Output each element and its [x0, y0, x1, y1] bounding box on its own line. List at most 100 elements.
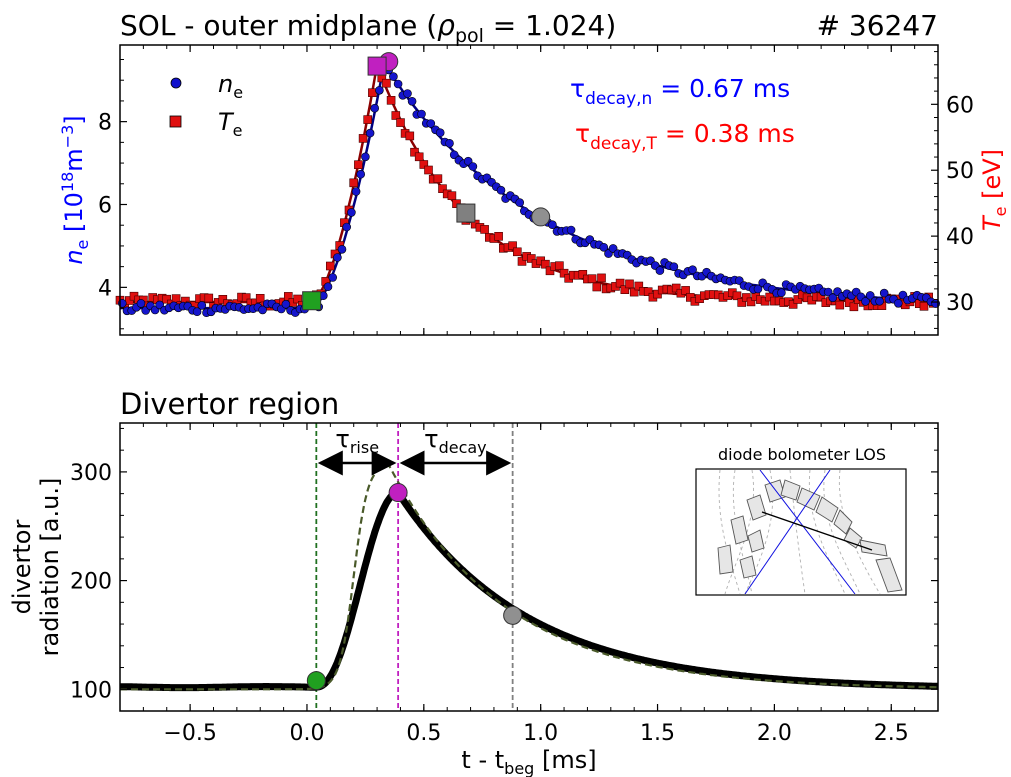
ne-point — [669, 262, 679, 272]
bottom-y-tick-label: 300 — [70, 461, 112, 486]
te-point — [382, 78, 391, 88]
ne-point — [828, 293, 838, 303]
te-point — [358, 134, 368, 143]
te-point — [363, 115, 373, 124]
te-point — [171, 294, 181, 303]
ne-point — [426, 119, 436, 128]
inset-drawing — [717, 470, 903, 594]
te-point — [732, 291, 742, 301]
ne-point — [879, 288, 889, 298]
te-point — [541, 259, 550, 269]
tau-arrows: τrise τdecay — [317, 425, 512, 476]
top-right-tick-label: 30 — [946, 291, 974, 316]
tau-rise-label: τrise — [335, 425, 379, 457]
te-highlight-marker — [367, 56, 387, 76]
top-plot-frame — [119, 44, 939, 336]
te-point — [293, 294, 302, 304]
ne-point — [136, 299, 146, 308]
ne-point — [445, 139, 454, 148]
ne-point — [393, 79, 403, 89]
ne-point — [361, 152, 370, 162]
bottom-plot-frame — [119, 422, 939, 712]
bottom-y-tick-label: 200 — [70, 570, 112, 595]
top-left-tick-label: 6 — [98, 194, 112, 219]
top-right-tick-label: 40 — [946, 225, 974, 250]
ne-point — [688, 265, 697, 275]
bottom-panel: Divertor region 100 200 300 −0.5 0.0 0.5 1.0 1.… — [8, 387, 941, 777]
te-point — [405, 131, 415, 141]
bottom-panel-title: Divertor region — [120, 387, 339, 421]
te-point — [788, 300, 798, 309]
te-point — [325, 261, 335, 271]
top-right-axis-label: Te [eV] — [978, 149, 1010, 231]
legend-ne-label: ne — [218, 70, 243, 102]
te-point — [620, 285, 630, 295]
te-point — [349, 178, 359, 188]
te-highlight-marker — [456, 203, 476, 223]
ne-point — [375, 86, 384, 95]
bottom-x-label: t - tbeg [ms] — [461, 746, 596, 777]
te-point — [555, 261, 564, 271]
ne-point — [417, 109, 426, 119]
bolometer-inset: diode bolometer LOS — [695, 445, 907, 596]
te-point — [671, 283, 681, 293]
te-highlight-marker — [302, 291, 322, 311]
divertor-highlight-marker — [503, 605, 523, 625]
te-point — [592, 282, 602, 292]
te-point — [447, 191, 457, 200]
ne-point — [323, 282, 333, 292]
ne-point — [566, 225, 576, 235]
inset-title: diode bolometer LOS — [718, 445, 886, 464]
te-point — [643, 287, 653, 297]
te-point — [354, 160, 363, 169]
ne-point — [861, 297, 870, 306]
ne-point — [407, 97, 417, 106]
ne-point — [893, 298, 903, 308]
shot-number: # 36247 — [817, 9, 938, 42]
top-left-tick-label: 4 — [98, 276, 112, 301]
te-point — [629, 287, 639, 297]
bottom-plot-area — [117, 423, 941, 711]
ne-point — [197, 301, 207, 310]
te-point — [494, 232, 503, 241]
te-point — [681, 286, 690, 295]
bottom-x-tick-label: 2.0 — [757, 721, 792, 746]
te-point — [419, 160, 429, 169]
te-point — [634, 281, 644, 291]
ne-point — [192, 307, 202, 317]
te-point — [204, 293, 214, 303]
legend-ne-marker — [170, 77, 182, 89]
inset-frame — [695, 468, 907, 596]
te-point — [742, 293, 751, 302]
legend-te-marker — [169, 115, 182, 128]
top-panel-title: SOL - outer midplane (ρpol = 1.024) — [120, 9, 616, 47]
bottom-y-label-line1: divertor — [8, 520, 36, 615]
ne-point — [515, 198, 525, 207]
te-point — [526, 254, 536, 263]
ne-point — [281, 299, 291, 309]
top-right-tick-label: 50 — [946, 159, 974, 184]
divertor-highlight-marker — [306, 671, 326, 691]
tau-decay-t-annotation: τdecay,T = 0.38 ms — [575, 119, 795, 154]
te-point — [386, 96, 396, 105]
legend-te-label: Te — [218, 108, 243, 140]
te-point — [162, 294, 171, 304]
bottom-x-tick-label: −0.5 — [163, 721, 216, 746]
ne-point — [468, 162, 478, 171]
top-legend: ne Te — [169, 70, 243, 140]
top-axis-ticks: 4 6 8 30 40 50 60 — [98, 45, 974, 335]
ne-point — [365, 128, 375, 138]
te-point — [849, 302, 859, 312]
ne-point — [351, 187, 361, 196]
ne-point — [449, 150, 459, 160]
te-point — [508, 241, 517, 250]
te-point — [578, 269, 588, 279]
ne-point — [753, 284, 763, 294]
te-point — [433, 174, 443, 183]
ne-point — [823, 287, 833, 297]
te-point — [414, 152, 424, 162]
bottom-y-tick-label: 100 — [70, 678, 112, 703]
ne-point — [337, 245, 347, 254]
ne-point — [875, 296, 884, 306]
bottom-y-label-line2: radiation [a.u.] — [36, 478, 64, 657]
